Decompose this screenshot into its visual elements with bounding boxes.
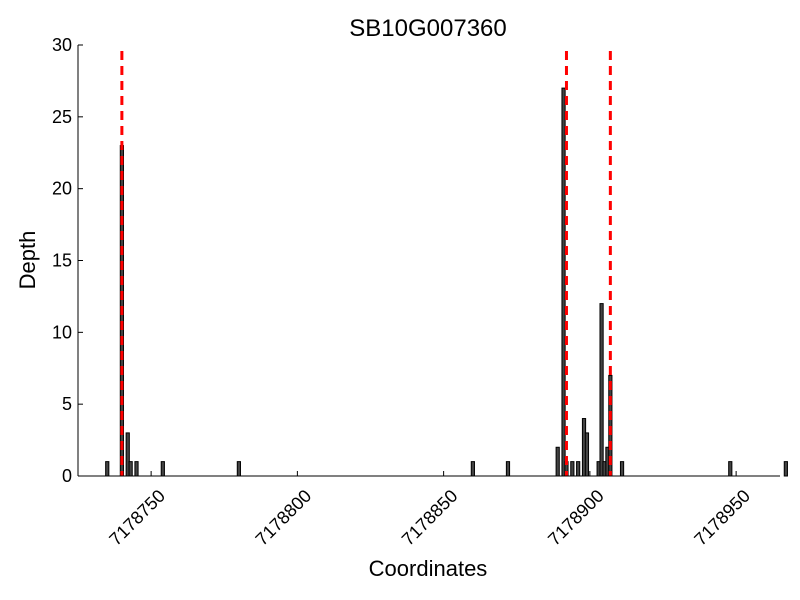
- bar-4: [134, 461, 139, 477]
- y-tick-label-1: 5: [62, 394, 72, 414]
- x-tick-label-4: 7178950: [690, 486, 754, 550]
- bar-0: [105, 461, 110, 477]
- marker-lines-group: [120, 51, 612, 476]
- x-axis-label: Coordinates: [369, 556, 488, 581]
- bar-5: [160, 461, 165, 477]
- chart-title: SB10G007360: [349, 15, 506, 42]
- bar-15: [584, 432, 590, 477]
- x-tick-label-3: 7178900: [544, 486, 608, 550]
- x-tick-label-2: 7178850: [398, 486, 462, 550]
- bar-12: [570, 461, 575, 477]
- bar-3: [128, 461, 133, 477]
- bar-7: [470, 461, 475, 477]
- y-tick-label-0: 0: [62, 466, 72, 486]
- x-tick-label-0: 7178750: [105, 486, 169, 550]
- bar-22: [728, 461, 733, 477]
- bar-21: [619, 461, 625, 477]
- bar-23: [783, 461, 788, 477]
- y-tick-label-2: 10: [52, 322, 72, 342]
- y-tick-label-3: 15: [52, 251, 72, 271]
- bar-8: [505, 461, 511, 477]
- y-tick-label-6: 30: [52, 35, 72, 55]
- y-tick-label-5: 25: [52, 107, 72, 127]
- bar-17: [599, 303, 604, 477]
- bar-10: [561, 87, 566, 477]
- y-tick-label-4: 20: [52, 179, 72, 199]
- bar-6: [236, 461, 241, 477]
- bar-13: [576, 461, 581, 477]
- bar-9: [555, 446, 560, 477]
- y-axis-label: Depth: [15, 231, 40, 290]
- x-tick-label-1: 7178800: [252, 486, 316, 550]
- bars-group: [105, 87, 788, 477]
